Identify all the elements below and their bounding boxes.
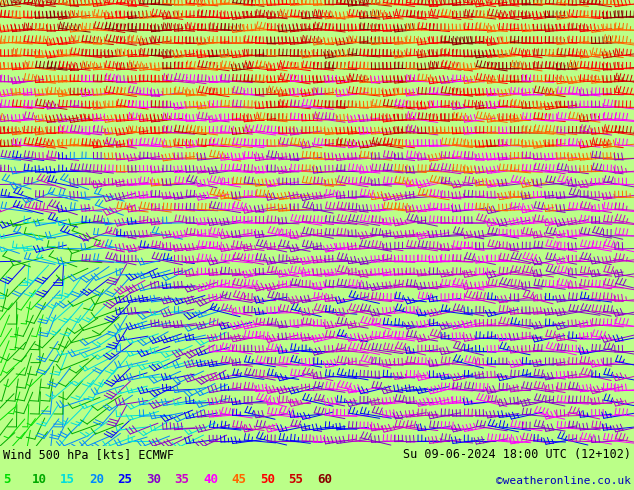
Text: 5: 5 <box>3 473 11 487</box>
Text: 25: 25 <box>117 473 133 487</box>
Text: 20: 20 <box>89 473 104 487</box>
Text: 15: 15 <box>60 473 75 487</box>
Text: 10: 10 <box>32 473 47 487</box>
Text: 50: 50 <box>260 473 275 487</box>
Text: 35: 35 <box>174 473 190 487</box>
Text: Wind 500 hPa [kts] ECMWF: Wind 500 hPa [kts] ECMWF <box>3 448 174 461</box>
Text: 55: 55 <box>288 473 304 487</box>
Text: 45: 45 <box>231 473 247 487</box>
Text: 60: 60 <box>317 473 332 487</box>
Text: 30: 30 <box>146 473 161 487</box>
Text: Su 09-06-2024 18:00 UTC (12+102): Su 09-06-2024 18:00 UTC (12+102) <box>403 448 631 461</box>
Text: 40: 40 <box>203 473 218 487</box>
Text: ©weatheronline.co.uk: ©weatheronline.co.uk <box>496 476 631 487</box>
